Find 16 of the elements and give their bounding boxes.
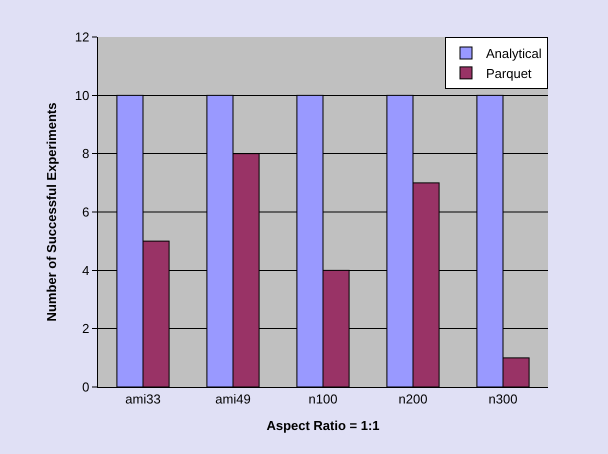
- y-tick-label: 4: [82, 262, 90, 278]
- y-tick-label: 2: [82, 321, 90, 336]
- y-tick-label: 12: [74, 30, 90, 45]
- x-tick-label: n200: [398, 392, 428, 407]
- x-tick-label: n300: [488, 392, 518, 407]
- y-tick-label: 8: [82, 146, 90, 162]
- legend-label: Parquet: [486, 66, 532, 81]
- x-tick-label: ami33: [125, 392, 161, 407]
- y-axis-title: Number of Successful Experiments: [44, 102, 59, 322]
- x-axis-title: Aspect Ratio = 1:1: [266, 418, 380, 434]
- legend-label: Analytical: [486, 46, 542, 62]
- y-tick-label: 10: [74, 88, 90, 103]
- y-tick-label: 6: [82, 204, 90, 220]
- x-tick-label: n100: [308, 392, 338, 407]
- y-tick-label: 0: [82, 380, 90, 395]
- x-tick-label: ami49: [215, 392, 251, 407]
